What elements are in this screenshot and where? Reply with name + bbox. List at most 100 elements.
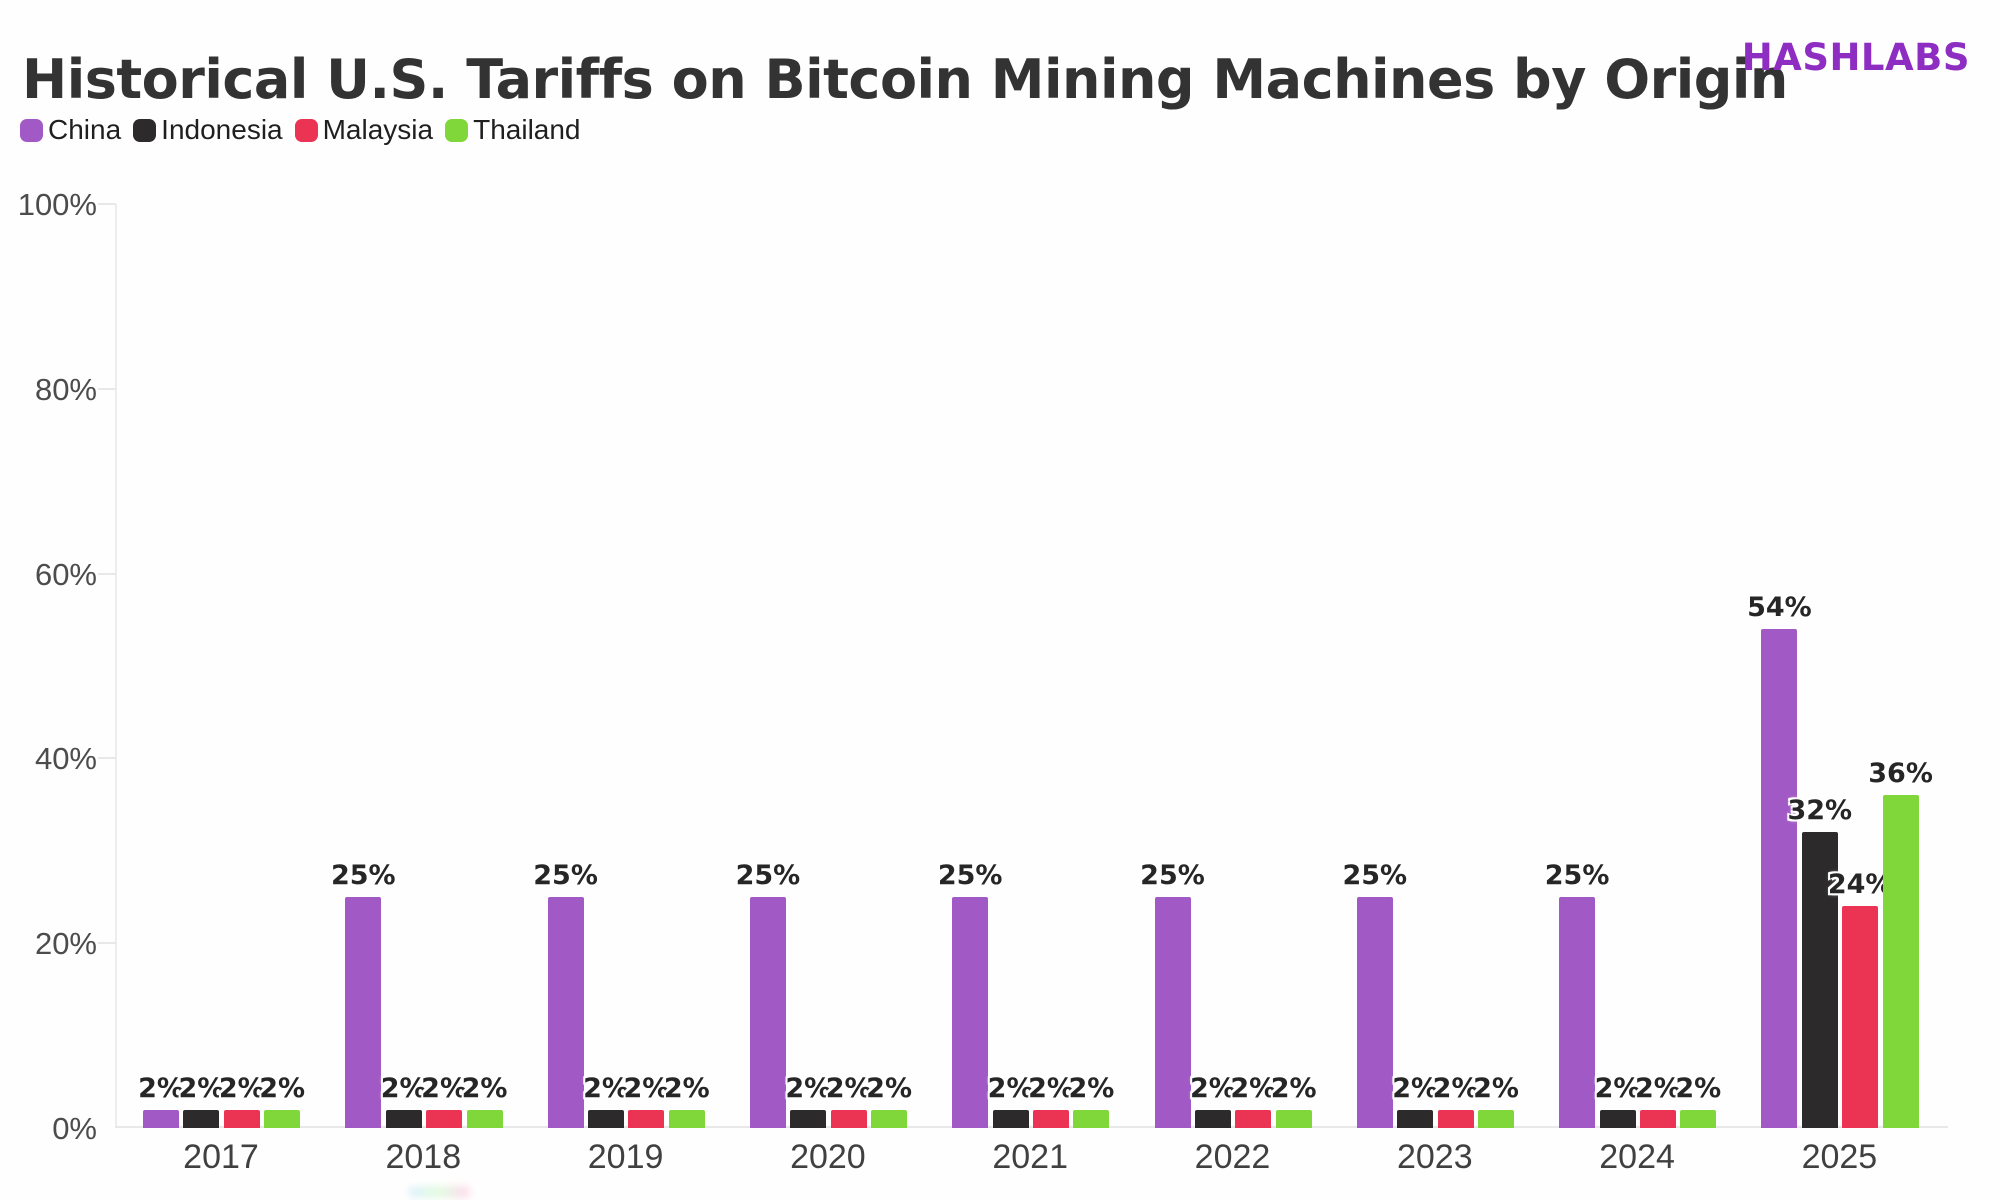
- bar-thailand-2024: [1680, 1109, 1717, 1128]
- legend-label: Thailand: [473, 114, 581, 145]
- bar-value-label: 25%: [937, 860, 1003, 891]
- page-title: Historical U.S. Tariffs on Bitcoin Minin…: [22, 48, 1788, 112]
- x-axis-label-2022: 2022: [1194, 1138, 1271, 1176]
- bar-malaysia-2017: [223, 1109, 260, 1128]
- bar-thailand-2018: [466, 1109, 503, 1128]
- y-axis-line: [115, 204, 117, 1128]
- bar-value-label: 2%: [1675, 1072, 1722, 1104]
- bar-thailand-2021: [1073, 1109, 1110, 1128]
- y-tick-label: 0%: [52, 1111, 97, 1146]
- legend-label: China: [48, 114, 122, 145]
- bar-value-label: 2%: [583, 1072, 629, 1104]
- bar-value-label: 2%: [1473, 1072, 1519, 1104]
- x-axis-label-2023: 2023: [1396, 1138, 1473, 1176]
- bar-value-label: 2%: [1189, 1072, 1236, 1104]
- bar-value-label: 54%: [1747, 592, 1812, 624]
- bar-value-label: 2%: [987, 1072, 1034, 1104]
- legend-swatch-icon: [294, 118, 318, 142]
- bar-value-label: 25%: [1140, 860, 1205, 891]
- bottom-artifact: [408, 1186, 470, 1198]
- bar-malaysia-2021: [1033, 1109, 1069, 1128]
- bar-value-label: 32%: [1787, 795, 1853, 827]
- y-tick: [98, 203, 116, 205]
- y-tick-label: 20%: [34, 926, 97, 962]
- bar-malaysia-2022: [1235, 1109, 1272, 1128]
- bar-thailand-2019: [668, 1109, 705, 1128]
- legend-item-china[interactable]: China: [20, 116, 121, 144]
- y-tick-label: 80%: [34, 371, 97, 407]
- bar-value-label: 2%: [1068, 1072, 1115, 1104]
- legend-item-thailand[interactable]: Thailand: [445, 114, 581, 145]
- legend-label: Indonesia: [161, 114, 283, 145]
- bar-value-label: 2%: [461, 1072, 508, 1104]
- bar-value-label: 2%: [259, 1072, 306, 1104]
- y-tick-label: 100%: [17, 187, 97, 222]
- bar-china-2022: [1154, 897, 1191, 1128]
- chart-legend: China Indonesia Malaysia Thailand: [20, 116, 581, 144]
- bar-indonesia-2024: [1599, 1109, 1636, 1128]
- bar-thailand-2022: [1275, 1109, 1312, 1128]
- bar-value-label: 2%: [218, 1072, 265, 1104]
- bar-value-label: 2%: [1028, 1072, 1074, 1104]
- y-tick-label: 60%: [34, 556, 97, 592]
- bar-malaysia-2018: [426, 1109, 463, 1128]
- legend-swatch-icon: [133, 118, 157, 142]
- bar-indonesia-2018: [385, 1109, 422, 1128]
- bar-malaysia-2023: [1437, 1109, 1474, 1128]
- bar-china-2023: [1356, 897, 1393, 1128]
- bar-value-label: 25%: [533, 860, 598, 891]
- bar-value-label: 2%: [785, 1072, 832, 1104]
- bar-indonesia-2022: [1194, 1109, 1231, 1128]
- bar-value-label: 2%: [1392, 1072, 1439, 1104]
- legend-label: Malaysia: [322, 114, 434, 145]
- bar-value-label: 2%: [1432, 1072, 1479, 1104]
- x-axis-label-2019: 2019: [587, 1138, 664, 1176]
- x-axis-label-2017: 2017: [183, 1138, 259, 1176]
- bar-value-label: 2%: [421, 1072, 468, 1104]
- bar-value-label: 2%: [825, 1072, 872, 1104]
- bar-value-label: 2%: [623, 1072, 670, 1104]
- x-axis-label-2025: 2025: [1801, 1138, 1878, 1176]
- bar-value-label: 25%: [330, 860, 396, 891]
- bar-value-label: 2%: [1230, 1072, 1277, 1104]
- bar-malaysia-2020: [830, 1109, 867, 1128]
- y-tick: [98, 942, 116, 945]
- y-tick: [98, 757, 116, 760]
- bar-indonesia-2019: [588, 1109, 624, 1128]
- bar-value-label: 36%: [1868, 758, 1933, 790]
- bar-china-2021: [952, 897, 989, 1128]
- legend-item-malaysia[interactable]: Malaysia: [294, 114, 434, 145]
- x-axis-label-2021: 2021: [992, 1138, 1068, 1176]
- bar-malaysia-2024: [1639, 1109, 1676, 1128]
- bar-value-label: 2%: [866, 1072, 913, 1104]
- y-tick: [98, 572, 116, 575]
- bar-china-2024: [1559, 897, 1596, 1128]
- bar-value-label: 2%: [138, 1072, 184, 1104]
- bar-thailand-2020: [871, 1109, 908, 1128]
- bar-indonesia-2020: [790, 1109, 827, 1128]
- bar-thailand-2025: [1882, 795, 1919, 1128]
- bar-china-2017: [143, 1109, 179, 1128]
- bar-value-label: 2%: [1270, 1072, 1317, 1104]
- y-tick: [98, 387, 116, 390]
- legend-item-indonesia[interactable]: Indonesia: [133, 114, 283, 145]
- legend-swatch-icon: [20, 118, 43, 142]
- y-tick-label: 40%: [34, 741, 97, 777]
- x-axis-label-2018: 2018: [385, 1138, 462, 1176]
- x-axis-baseline: [115, 1126, 1948, 1128]
- bar-malaysia-2019: [628, 1109, 665, 1128]
- bar-thailand-2017: [264, 1109, 301, 1128]
- hashlabs-logo: HASHLABS: [1741, 36, 1970, 79]
- bar-value-label: 25%: [735, 860, 801, 891]
- bar-value-label: 2%: [663, 1072, 710, 1104]
- bar-china-2019: [547, 897, 584, 1128]
- bar-thailand-2023: [1478, 1109, 1514, 1128]
- bar-value-label: 2%: [178, 1072, 225, 1104]
- bar-malaysia-2025: [1842, 906, 1879, 1128]
- bar-indonesia-2017: [183, 1109, 220, 1128]
- bar-value-label: 2%: [380, 1072, 427, 1104]
- bar-china-2025: [1761, 629, 1798, 1128]
- x-axis-label-2020: 2020: [790, 1138, 866, 1176]
